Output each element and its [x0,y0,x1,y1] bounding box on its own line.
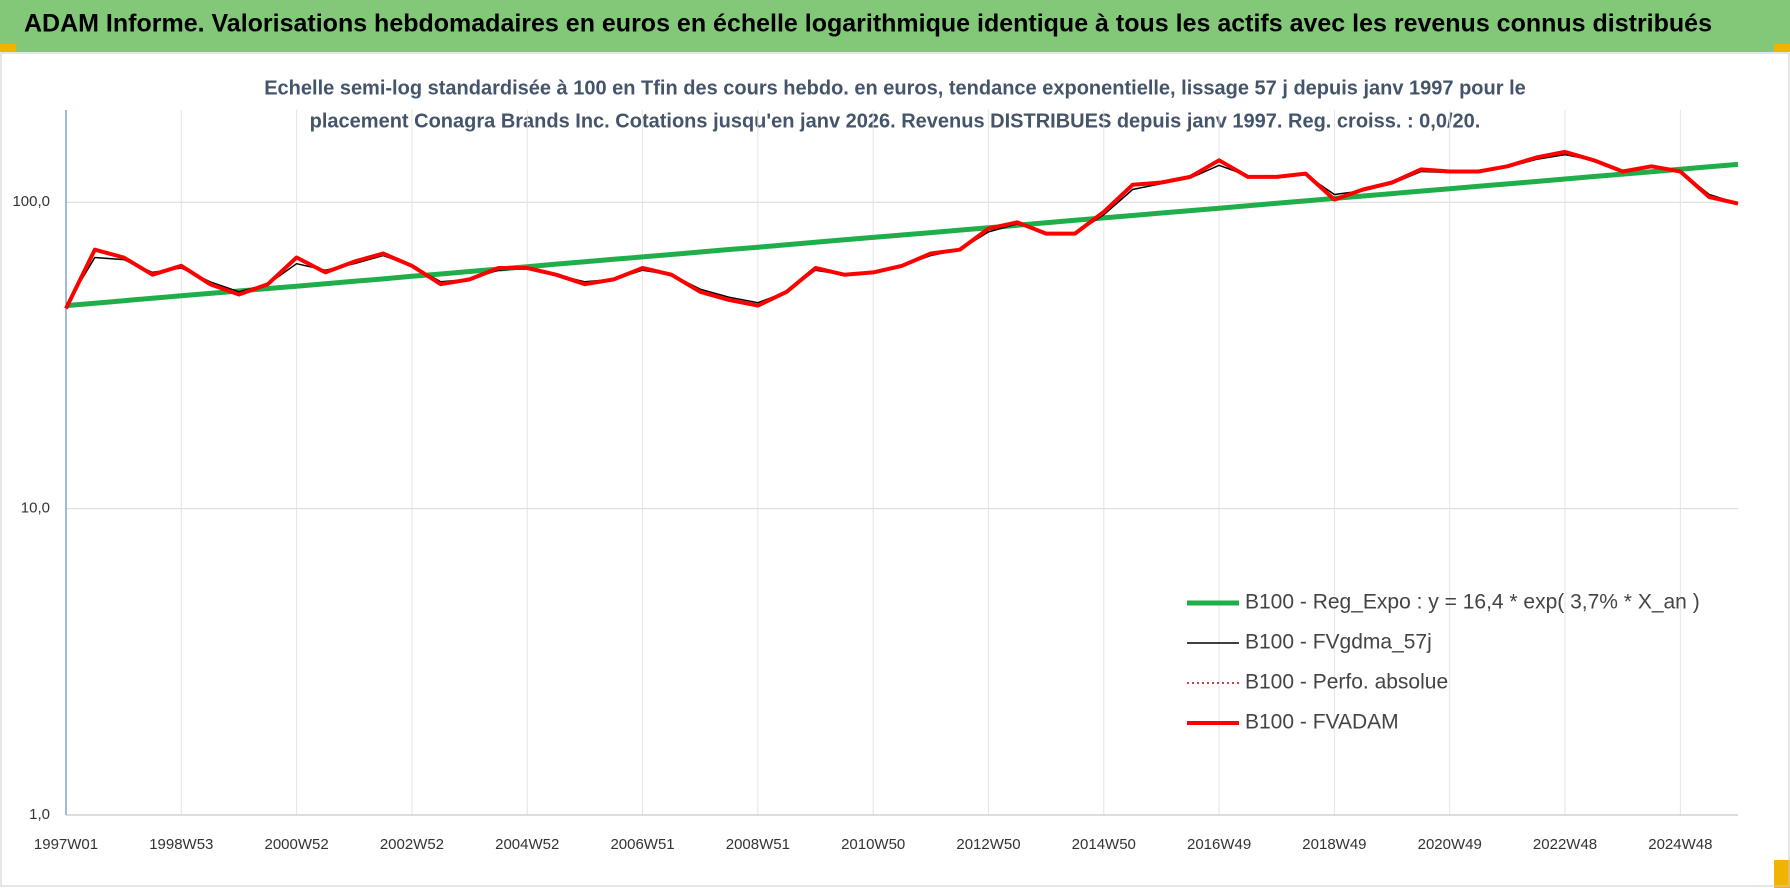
x-tick-label: 2022W48 [1533,836,1597,853]
x-tick-label: 2002W52 [380,836,444,853]
x-tick-label: 1998W53 [149,836,213,853]
legend-label: B100 - FVgdma_57j [1245,631,1432,654]
series-line [64,149,1739,310]
y-tick-label: 100,0 [12,193,50,210]
x-tick-label: 2000W52 [265,836,329,853]
chart-title: Echelle semi-log standardisée à 100 en T… [264,77,1526,99]
legend-label: B100 - Perfo. absolue [1245,671,1448,694]
x-tick-label: 2020W49 [1418,836,1482,853]
x-tick-label: 2004W52 [495,836,559,853]
corner [0,44,16,52]
frame [0,52,1790,887]
x-tick-label: 2008W51 [726,836,790,853]
x-tick-label: 2024W48 [1648,836,1712,853]
x-tick-label: 2014W50 [1072,836,1136,853]
x-tick-label: 2018W49 [1302,836,1366,853]
x-tick-label: 2012W50 [956,836,1020,853]
legend-label: B100 - FVADAM [1245,711,1399,734]
header-bar [0,0,1790,52]
header-title: ADAM Informe. Valorisations hebdomadaire… [24,10,1712,38]
chart-title: placement Conagra Brands Inc. Cotations … [310,110,1481,132]
y-tick-label: 10,0 [21,500,50,517]
x-tick-label: 2016W49 [1187,836,1251,853]
x-tick-label: 1997W01 [34,836,98,853]
corner [1774,44,1790,52]
y-tick-label: 1,0 [29,806,50,823]
x-tick-label: 2006W51 [610,836,674,853]
x-tick-label: 2010W50 [841,836,905,853]
corner [1774,860,1790,888]
series-line [65,161,1739,309]
legend-label: B100 - Reg_Expo : y = 16,4 * exp( 3,7% *… [1245,591,1700,614]
